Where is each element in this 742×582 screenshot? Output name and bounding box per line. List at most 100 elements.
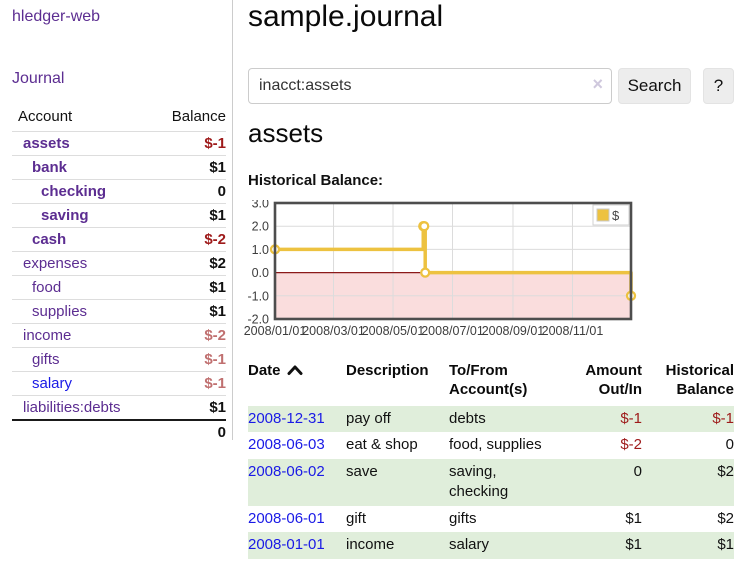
accounts-table: Account Balance assets $-1 bank $1 checking 0…	[12, 104, 226, 444]
register-accounts: food, supplies	[449, 436, 542, 454]
column-label: Date	[248, 362, 281, 379]
column-label-line2: Balance	[676, 380, 734, 398]
account-balance: $-2	[149, 323, 226, 348]
account-name-cell: checking	[12, 179, 150, 204]
register-date-link[interactable]: 2008-06-03	[248, 436, 325, 454]
register-amount: $1	[569, 532, 642, 560]
account-name-cell: food	[12, 275, 150, 300]
register-header-row: Date Description To/From Account(s) Amount Ou…	[248, 360, 734, 406]
clear-search-icon[interactable]: ×	[592, 74, 603, 94]
account-link-assets[interactable]: assets	[23, 135, 70, 152]
register-accounts: gifts	[449, 509, 477, 527]
account-name-cell: gifts	[12, 347, 150, 372]
register-column-to-from: To/From Account(s)	[449, 360, 569, 406]
register-row: 2008-06-01 gift gifts $1 $2	[248, 506, 734, 533]
account-name-cell: supplies	[12, 299, 150, 324]
register-date-cell: 2008-01-01	[248, 532, 346, 560]
register-accounts: salary	[449, 532, 569, 560]
account-link-expenses[interactable]: expenses	[23, 255, 88, 272]
account-heading: assets	[248, 118, 324, 148]
register-date-link[interactable]: 2008-06-01	[248, 509, 325, 527]
register-description: save	[346, 459, 449, 506]
account-row: checking 0	[12, 179, 226, 204]
account-link-salary[interactable]: salary	[32, 375, 73, 392]
account-link-liabilities-debts[interactable]: liabilities:debts	[23, 399, 121, 416]
column-label-line2: Account(s)	[449, 380, 528, 398]
legend-label: $	[612, 208, 620, 223]
sidebar-item-journal[interactable]: Journal	[12, 70, 65, 87]
account-name-cell: saving	[12, 203, 150, 228]
x-axis-tick-label: 2008/09/01	[482, 324, 545, 338]
main-content: sample.journal × Search ? assets Histori…	[244, 0, 742, 582]
account-row: expenses $2	[12, 251, 226, 276]
account-balance: 0	[149, 179, 226, 204]
register-balance: $-1	[642, 405, 734, 433]
column-label-line2: Out/In	[598, 380, 642, 398]
register-column-historical: Historical Balance	[642, 360, 734, 406]
register-row: 2008-01-01 income salary $1 $1	[248, 532, 734, 560]
x-axis-tick-label: 2008/11/01	[542, 324, 604, 338]
account-balance: $1	[149, 275, 226, 300]
accounts-column-balance: Balance	[149, 104, 226, 132]
register-row: 2008-12-31 pay off debts $-1 $-1	[248, 405, 734, 433]
account-row: assets $-1	[12, 131, 226, 156]
account-link-bank[interactable]: bank	[32, 159, 68, 176]
account-balance: $1	[149, 299, 226, 324]
x-axis-tick-label: 2008/01/01	[244, 324, 307, 338]
register-body: 2008-12-31 pay off debts $-1 $-1 2008-06-03 ea…	[248, 405, 734, 560]
account-link-supplies[interactable]: supplies	[32, 303, 88, 320]
account-row: gifts $-1	[12, 347, 226, 372]
account-row: income $-2	[12, 323, 226, 348]
register-column-description: Description	[346, 360, 449, 406]
account-balance: $1	[149, 203, 226, 228]
register-description: income	[346, 532, 449, 560]
y-axis-tick-label: 3.0	[252, 200, 269, 211]
register-date-cell: 2008-06-03	[248, 432, 346, 459]
account-row: supplies $1	[12, 299, 226, 324]
historical-balance-chart: 3.0 2.0 1.0 0.0 -1.0 -2.02008/01/012008/03/01…	[244, 200, 637, 338]
help-button[interactable]: ?	[703, 68, 734, 104]
register-amount: $1	[625, 509, 642, 527]
register-date-cell: 2008-06-02	[248, 459, 346, 506]
register-date-link[interactable]: 2008-06-02	[248, 463, 325, 481]
accounts-total-spacer	[12, 419, 150, 444]
account-balance: $-2	[149, 227, 226, 252]
account-link-cash[interactable]: cash	[32, 231, 67, 248]
register-description: eat & shop	[346, 436, 418, 454]
account-row: salary $-1	[12, 371, 226, 396]
account-name-cell: liabilities:debts	[12, 395, 150, 420]
account-link-saving[interactable]: saving	[41, 207, 89, 224]
chevron-up-icon	[287, 365, 303, 375]
chart-point	[419, 221, 430, 232]
app-title-link[interactable]: hledger-web	[12, 8, 101, 25]
y-axis-tick-label: 0.0	[252, 266, 269, 280]
account-link-gifts[interactable]: gifts	[32, 351, 60, 368]
register-date-link[interactable]: 2008-12-31	[248, 409, 325, 427]
y-axis-tick-label: 1.0	[252, 243, 269, 257]
accounts-total-value: 0	[149, 419, 226, 444]
search-button[interactable]: Search	[618, 68, 691, 104]
y-axis-tick-label: -2.0	[247, 313, 269, 327]
x-axis-tick-label: 2008/03/01	[302, 324, 365, 338]
account-link-checking[interactable]: checking	[41, 183, 107, 200]
column-label: Description	[346, 362, 429, 379]
account-name-cell: bank	[12, 155, 150, 180]
sidebar: hledger-web Journal Account Balance asse…	[0, 0, 232, 582]
x-axis-tick-label: 2008/07/01	[421, 324, 484, 338]
account-link-food[interactable]: food	[32, 279, 62, 296]
search-input[interactable]	[248, 68, 612, 104]
chart-point	[420, 267, 431, 278]
register-date-link[interactable]: 2008-01-01	[248, 536, 325, 554]
account-row: saving $1	[12, 203, 226, 228]
account-balance: $1	[149, 155, 226, 180]
account-balance: $1	[149, 395, 226, 420]
register-balance: $1	[642, 532, 734, 560]
register-column-date: Date	[248, 360, 346, 406]
register-accounts: saving, checking	[449, 459, 569, 506]
column-label: To/From	[449, 362, 508, 379]
account-link-income[interactable]: income	[23, 327, 72, 344]
legend-swatch-icon	[596, 208, 610, 222]
page-title: sample.journal	[248, 0, 444, 33]
sidebar-divider	[232, 0, 233, 440]
account-name-cell: salary	[12, 371, 150, 396]
